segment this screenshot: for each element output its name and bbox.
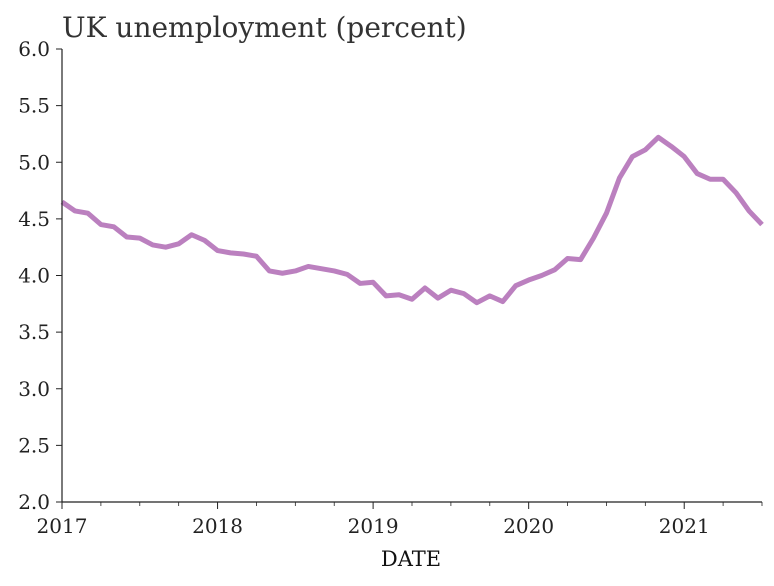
y-axis: 2.0 2.5 3.0 3.5 4.0 4.5 5.0 5.5 6.0: [18, 37, 63, 514]
x-tick-label: 2017: [37, 514, 88, 538]
y-tick-label: 2.5: [18, 433, 50, 457]
series-line-unemployment: [60, 134, 764, 306]
y-tick-label: 3.0: [18, 377, 50, 401]
x-tick-label: 2021: [659, 514, 710, 538]
y-tick-label: 5.0: [18, 150, 50, 174]
y-tick-label: 3.5: [18, 320, 50, 344]
x-axis-title: DATE: [381, 547, 441, 571]
y-tick-label: 4.0: [18, 264, 50, 288]
plot-area: [60, 134, 764, 306]
x-axis: 2017 2018 2019 2020 2021: [37, 501, 763, 538]
x-tick-label: 2018: [192, 514, 243, 538]
y-tick-label: 5.5: [18, 94, 50, 118]
chart-title: UK unemployment (percent): [62, 11, 467, 44]
x-tick-label: 2020: [503, 514, 554, 538]
x-tick-label: 2019: [348, 514, 399, 538]
y-tick-label: 6.0: [18, 37, 50, 61]
y-tick-label: 2.0: [18, 490, 50, 514]
y-tick-label: 4.5: [18, 207, 50, 231]
